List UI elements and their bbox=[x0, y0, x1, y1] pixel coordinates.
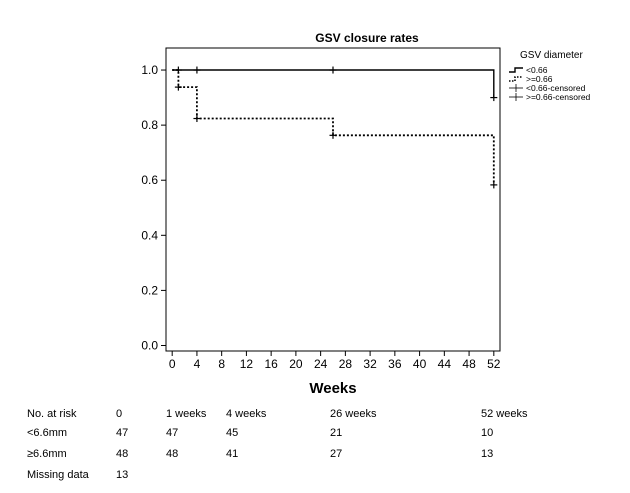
chart-title: GSV closure rates bbox=[315, 31, 419, 45]
x-tick-label: 40 bbox=[413, 357, 427, 371]
series-line-1 bbox=[172, 69, 495, 185]
plot-frame bbox=[165, 47, 501, 352]
risk-cell: 48 bbox=[166, 448, 179, 460]
series-line-0 bbox=[172, 69, 495, 98]
risk-cell: 13 bbox=[481, 448, 494, 460]
y-tick-label: 0.0 bbox=[141, 338, 158, 352]
censor-mark bbox=[490, 181, 498, 189]
risk-cell: <6.6mm bbox=[27, 427, 68, 439]
series-layer bbox=[172, 69, 495, 185]
x-tick-label: 32 bbox=[363, 357, 377, 371]
y-tick-label: 0.4 bbox=[141, 228, 158, 242]
x-axis: 0 4 8 12 16 20 24 28 32 36 40 44 48 52 bbox=[169, 351, 501, 371]
censor-mark bbox=[174, 83, 182, 91]
x-tick-label: 8 bbox=[218, 357, 225, 371]
censor-mark bbox=[329, 131, 337, 139]
risk-cell: 13 bbox=[116, 469, 129, 481]
risk-cell: 47 bbox=[116, 427, 129, 439]
risk-header-cell: 52 weeks bbox=[481, 408, 528, 420]
x-tick-label: 12 bbox=[240, 357, 254, 371]
legend-item: <0.66-censored bbox=[509, 83, 586, 93]
risk-cell: ≥6.6mm bbox=[27, 448, 67, 460]
x-tick-label: 28 bbox=[339, 357, 353, 371]
x-tick-label: 0 bbox=[169, 357, 176, 371]
risk-cell: Missing data bbox=[27, 469, 89, 481]
legend-label: <0.66 bbox=[526, 65, 548, 75]
risk-header-cell: 1 weeks bbox=[166, 408, 207, 420]
censor-mark bbox=[193, 66, 201, 74]
x-tick-label: 4 bbox=[194, 357, 201, 371]
risk-header-cell: No. at risk bbox=[27, 408, 77, 420]
legend: GSV diameter <0.66>=0.66<0.66-censored>=… bbox=[509, 50, 591, 102]
y-tick-label: 0.6 bbox=[141, 173, 158, 187]
censor-markers bbox=[174, 66, 498, 189]
censor-mark bbox=[329, 66, 337, 74]
x-tick-label: 20 bbox=[289, 357, 303, 371]
x-tick-label: 24 bbox=[314, 357, 328, 371]
risk-table: No. at risk 0 1 weeks 4 weeks 26 weeks 52 wee… bbox=[0, 400, 630, 490]
legend-label: >=0.66 bbox=[526, 74, 553, 84]
censor-mark bbox=[490, 94, 498, 102]
risk-cell: 21 bbox=[330, 427, 343, 439]
risk-header-cell: 26 weeks bbox=[330, 408, 377, 420]
x-tick-label: 48 bbox=[462, 357, 476, 371]
y-tick-label: 1.0 bbox=[141, 63, 158, 77]
legend-label: <0.66-censored bbox=[526, 83, 586, 93]
x-axis-label: Weeks bbox=[309, 380, 356, 397]
risk-cell: 10 bbox=[481, 427, 494, 439]
x-tick-label: 16 bbox=[264, 357, 278, 371]
legend-item: >=0.66-censored bbox=[509, 92, 591, 102]
y-tick-label: 0.8 bbox=[141, 118, 158, 132]
x-tick-label: 44 bbox=[438, 357, 452, 371]
y-axis: 0.0 0.2 0.4 0.6 0.8 1.0 bbox=[141, 63, 166, 352]
risk-cell: 45 bbox=[226, 427, 239, 439]
risk-cell: 41 bbox=[226, 448, 239, 460]
legend-title: GSV diameter bbox=[520, 50, 583, 61]
legend-label: >=0.66-censored bbox=[526, 92, 591, 102]
risk-header-cell: 4 weeks bbox=[226, 408, 267, 420]
censor-mark bbox=[193, 115, 201, 123]
legend-item: >=0.66 bbox=[509, 74, 553, 84]
risk-header-cell: 0 bbox=[116, 408, 123, 420]
risk-cell: 47 bbox=[166, 427, 179, 439]
x-tick-label: 36 bbox=[388, 357, 402, 371]
legend-item: <0.66 bbox=[509, 65, 548, 75]
censor-mark bbox=[174, 66, 182, 74]
x-tick-label: 52 bbox=[487, 357, 501, 371]
y-tick-label: 0.2 bbox=[141, 283, 158, 297]
risk-cell: 27 bbox=[330, 448, 343, 460]
risk-cell: 48 bbox=[116, 448, 129, 460]
